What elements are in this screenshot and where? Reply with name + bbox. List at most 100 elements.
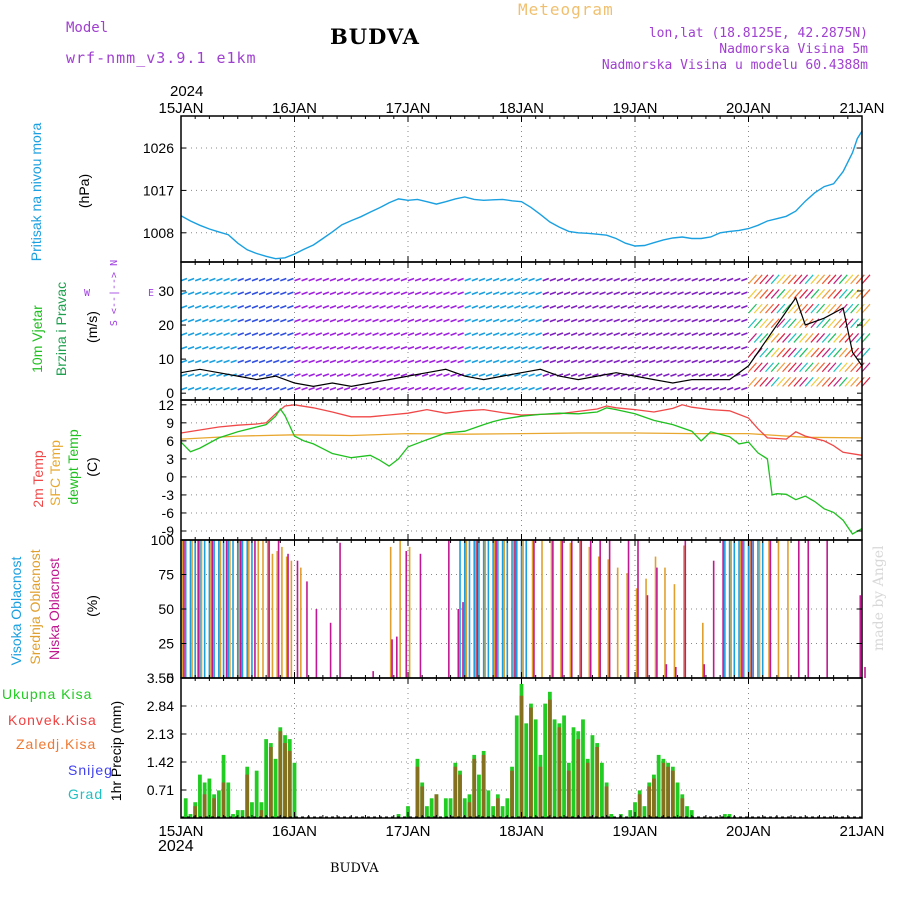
wind-barb xyxy=(613,359,620,364)
wind-barb xyxy=(577,386,585,391)
wind-barb xyxy=(429,373,436,377)
wind-barb xyxy=(641,332,649,337)
wind-barb-strong xyxy=(810,274,820,285)
y-tick-label: 1026 xyxy=(143,140,174,156)
wind-barb xyxy=(251,332,259,337)
convective-precip-bar xyxy=(557,727,562,818)
wind-barb-strong xyxy=(827,362,837,373)
wind-barb-strong xyxy=(827,274,837,285)
wind-barb-strong xyxy=(850,376,860,387)
wind-barb xyxy=(265,359,273,364)
wind-barb xyxy=(485,373,493,377)
wind-barb xyxy=(223,277,230,282)
wind-barb xyxy=(202,373,209,377)
wind-barb xyxy=(634,332,642,337)
wind-barb xyxy=(358,318,365,323)
wind-barb xyxy=(322,318,330,323)
wind-barb-strong xyxy=(787,289,797,299)
wind-barb xyxy=(521,318,528,323)
wind-barb xyxy=(429,386,436,391)
wind-barb xyxy=(492,332,500,337)
wind-barb xyxy=(620,305,628,309)
wind-barb-strong xyxy=(759,333,769,343)
wind-barb xyxy=(386,386,393,391)
wind-barb xyxy=(698,345,706,350)
wind-barb xyxy=(471,345,479,350)
wind-barb xyxy=(272,318,280,323)
legend-total-precip: Ukupna Kisa xyxy=(2,686,93,702)
wind-barb-strong xyxy=(787,347,797,358)
wind-barb-strong xyxy=(748,362,757,373)
wind-barb xyxy=(528,318,535,323)
wind-barb xyxy=(421,386,429,391)
wind-barb xyxy=(187,277,195,282)
wind-barb-strong xyxy=(821,318,831,329)
total-precip-bar xyxy=(216,790,221,818)
wind-barb-strong xyxy=(827,333,837,343)
y-tick-label: 30 xyxy=(158,283,174,299)
wind-barb-strong xyxy=(855,376,865,387)
wind-barb xyxy=(180,373,188,377)
wind-barb xyxy=(237,277,245,282)
wind-barb-strong xyxy=(850,333,860,343)
wind-barb xyxy=(209,386,216,391)
wind-barb xyxy=(365,305,372,309)
wind-barb xyxy=(684,332,691,337)
wind-label-2: Brzina i Pravac xyxy=(53,281,69,377)
wind-barb xyxy=(599,359,606,364)
wind-barb xyxy=(308,332,315,337)
wind-barb-strong xyxy=(827,376,837,387)
wind-barb xyxy=(251,386,259,391)
wind-barb xyxy=(265,305,273,309)
wind-barb xyxy=(734,359,741,364)
wind-barb xyxy=(563,332,571,337)
wind-barb xyxy=(237,318,245,323)
wind-barb-strong xyxy=(810,289,820,299)
wind-barb xyxy=(258,291,266,296)
wind-barb xyxy=(265,277,273,282)
wind-barb xyxy=(180,277,188,282)
wind-barb-strong xyxy=(759,303,769,314)
wind-barb xyxy=(507,305,514,309)
wind-barb-strong xyxy=(748,274,757,285)
wind-barb xyxy=(393,345,401,350)
wind-barb xyxy=(315,386,323,391)
wind-barb xyxy=(670,332,677,337)
wind-barb xyxy=(570,291,578,296)
wind-barb xyxy=(180,318,188,323)
wind-barb xyxy=(244,359,252,364)
total-precip-bar xyxy=(609,814,614,818)
wind-barb xyxy=(485,318,493,323)
wind-barb xyxy=(194,318,202,323)
convective-precip-bar xyxy=(415,766,420,818)
convective-precip-bar xyxy=(420,786,425,818)
wind-barb-strong xyxy=(799,274,809,285)
wind-barb xyxy=(443,345,450,350)
wind-barb xyxy=(294,277,301,282)
wind-barb xyxy=(414,291,422,296)
wind-barb xyxy=(677,318,684,323)
wind-barb-strong xyxy=(787,376,797,387)
wind-barb xyxy=(443,291,450,296)
wind-barb xyxy=(372,332,379,337)
wind-barb xyxy=(365,277,372,282)
wind-barb xyxy=(258,305,266,309)
wind-barb xyxy=(549,305,557,309)
wind-barb xyxy=(187,345,195,350)
time-tick-bottom: 19JAN xyxy=(612,823,657,840)
wind-barb xyxy=(542,332,550,337)
total-precip-bar xyxy=(552,719,557,818)
wind-barb xyxy=(202,359,209,364)
tick-layer: 15JAN 15JAN 16JAN 16JAN 17JAN 17JAN 18JAN 18JAN… xyxy=(143,100,885,840)
wind-barb xyxy=(436,305,443,309)
wind-barb xyxy=(329,305,337,309)
wind-barb xyxy=(712,332,720,337)
wind-barb xyxy=(585,318,592,323)
wind-barb-strong xyxy=(748,318,757,329)
wind-barb-strong xyxy=(799,318,809,329)
wind-barb xyxy=(535,277,542,282)
time-tick-bottom: 16JAN xyxy=(272,823,317,840)
total-precip-bar xyxy=(675,782,680,818)
wind-barb xyxy=(400,277,408,282)
wind-barb xyxy=(634,318,642,323)
